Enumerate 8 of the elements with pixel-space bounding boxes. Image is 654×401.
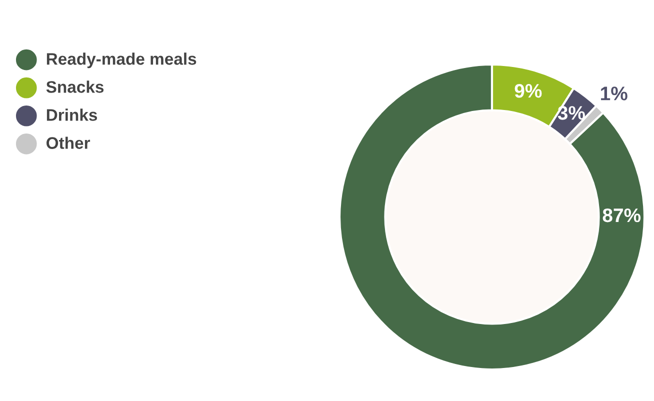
legend-label: Ready-made meals <box>46 52 196 68</box>
data-label: 9% <box>514 84 542 98</box>
data-label: 1% <box>601 86 628 100</box>
data-label: 87% <box>602 208 641 222</box>
legend-label: Snacks <box>46 80 104 93</box>
donut-slice <box>338 63 646 371</box>
legend-label: Drinks <box>46 108 98 121</box>
legend-label: Other <box>46 136 90 149</box>
